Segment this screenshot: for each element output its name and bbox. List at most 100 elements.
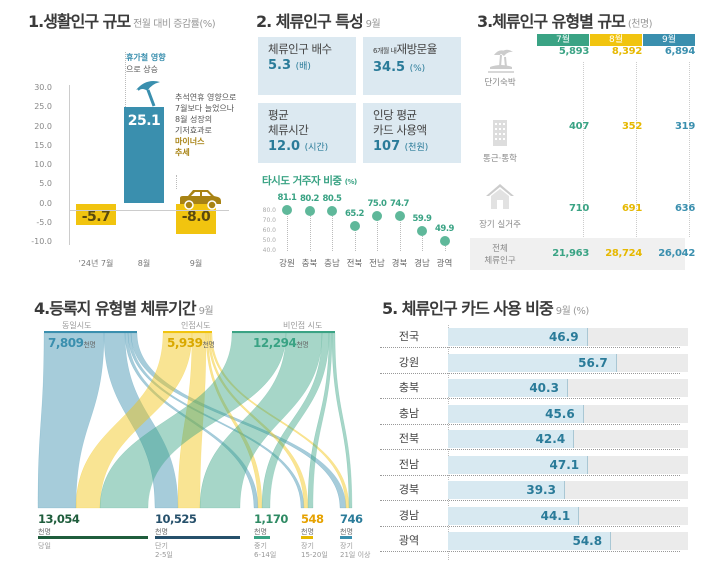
sankey-flow <box>127 332 305 509</box>
lollipop-dot <box>349 220 360 231</box>
region-label: 경북 <box>391 259 408 269</box>
lollipop-stem <box>309 210 311 251</box>
lollipop-stem <box>444 241 446 251</box>
annotation-line <box>176 175 177 189</box>
region-label: 광역 <box>398 534 420 547</box>
stay-period-sankey <box>37 331 353 539</box>
bar-fill: 42.4 <box>448 430 575 448</box>
lollipop-stem <box>422 231 423 251</box>
sankey-flow <box>37 332 105 509</box>
bar-track: 56.7 <box>448 353 688 372</box>
region-label: 전남 <box>398 457 420 471</box>
bar-fill: 39.3 <box>448 481 565 499</box>
source-value: 7,809천명 <box>48 336 96 350</box>
target-value: 1,170 <box>254 512 288 526</box>
house-icon <box>486 184 514 209</box>
y-tick-label: 80.0 <box>262 207 276 214</box>
cell-value: 8,392 <box>611 46 642 57</box>
target-sublabel: 21일 이상 <box>340 551 371 559</box>
bar-track: 47.1 <box>448 455 688 474</box>
y-tick-label: 60.0 <box>262 227 276 234</box>
region-label: 충남 <box>398 406 420 420</box>
source-value: 12,294천명 <box>253 336 309 350</box>
section1-title: 1.생활인구 규모 전월 대비 증감률(%) <box>28 12 216 31</box>
target-node <box>340 536 352 539</box>
dot-value-label: 75.0 <box>367 199 387 209</box>
dot-value-label: 81.1 <box>277 192 297 203</box>
car-icon <box>180 190 221 210</box>
section4-title: 4.등록지 유형별 체류기간 9월 <box>34 299 214 318</box>
cell-value: 407 <box>569 121 589 132</box>
region-label: 충남 <box>324 259 340 269</box>
lollipop-stem <box>287 209 288 251</box>
cell-value: 352 <box>622 121 642 132</box>
source-node <box>232 331 335 333</box>
y-tick-label: -5.0 <box>36 217 52 227</box>
region-label: 강원 <box>279 259 295 269</box>
lollipop-dot <box>282 204 292 215</box>
bar-fill: 45.6 <box>448 404 584 423</box>
bar-fill: 40.3 <box>448 379 568 397</box>
y-axis-line <box>69 85 70 245</box>
dot-value-label: 59.9 <box>412 214 432 225</box>
month-header: 7월 <box>537 34 589 46</box>
total-label: 전체 <box>492 244 508 254</box>
target-value: 13,054 <box>38 512 80 526</box>
bar-value-label: 46.9 <box>548 330 579 344</box>
total-row-bg <box>470 238 685 270</box>
sankey-flow <box>99 332 287 509</box>
bar-value-label: 25.1 <box>127 112 161 129</box>
card-stay-multiple: 체류인구 배수 5.3 (배) <box>258 37 356 95</box>
bar-value-label: 44.1 <box>540 508 571 523</box>
card-revisit-rate: 6개월 내재방문율 34.5 (%) <box>363 37 461 95</box>
bar-track: 46.9 <box>448 328 688 346</box>
row-label: 장기 실거주 <box>479 220 521 230</box>
column-guide <box>583 62 584 237</box>
annotation-rise: 으로 상승 <box>126 65 158 74</box>
card-card-spending: 인당 평균 카드 사용액 107 (천원) <box>363 103 461 163</box>
card-usage-row: 전북 42.4 <box>380 427 688 450</box>
target-label: 단기 <box>155 542 168 550</box>
bar-value-label: 56.7 <box>578 355 608 370</box>
target-node <box>38 536 148 539</box>
region-label: 경남 <box>398 508 420 522</box>
lollipop-stem <box>377 216 378 251</box>
bar-1: 25.1 <box>124 106 164 204</box>
bar-track: 40.3 <box>448 379 688 397</box>
row-label: 통근·통학 <box>483 154 517 164</box>
beach-umbrella-icon <box>136 81 160 107</box>
total-value: 28,724 <box>605 248 642 259</box>
target-unit: 천명 <box>155 528 168 536</box>
card-usage-row: 광역 54.8 <box>380 529 688 552</box>
source-node <box>44 331 137 333</box>
bar-value-label: 40.3 <box>529 381 559 395</box>
target-unit: 천명 <box>254 528 267 536</box>
annotation-side: 추석연휴 영향으로 7월보다 늘었으나 8월 성장의 기저효과로 마이너스 추세 <box>175 93 237 157</box>
month-header: 8월 <box>590 34 642 46</box>
region-label: 광역 <box>436 259 453 269</box>
source-label: 비인접 시도 <box>283 321 323 330</box>
target-unit: 천명 <box>38 528 51 536</box>
region-label: 전북 <box>398 432 420 445</box>
bar-value-label: -8.0 <box>181 208 211 225</box>
total-label: 체류인구 <box>484 256 516 266</box>
cell-value: 691 <box>622 203 642 214</box>
sankey-flow <box>307 332 333 509</box>
lollipop-dot <box>327 205 337 216</box>
sankey-flow <box>75 332 193 509</box>
y-tick-label: 50.0 <box>262 237 276 244</box>
region-label: 충북 <box>398 381 420 394</box>
x-tick-label: '24년 7월 <box>78 259 114 268</box>
bar-value-label: 42.4 <box>535 432 566 446</box>
sankey-flow <box>199 332 323 509</box>
bar-value-label: 54.8 <box>572 534 603 548</box>
y-tick-label: 20.0 <box>34 121 52 131</box>
bar-track: 44.1 <box>448 506 688 525</box>
lollipop-stem <box>399 216 401 251</box>
sankey-flow <box>124 332 259 509</box>
bar-track: 45.6 <box>448 404 688 423</box>
column-guide <box>689 62 690 237</box>
bar-value-label: 39.3 <box>526 483 556 497</box>
target-node <box>301 536 313 539</box>
bar-value-label: 47.1 <box>549 457 580 472</box>
